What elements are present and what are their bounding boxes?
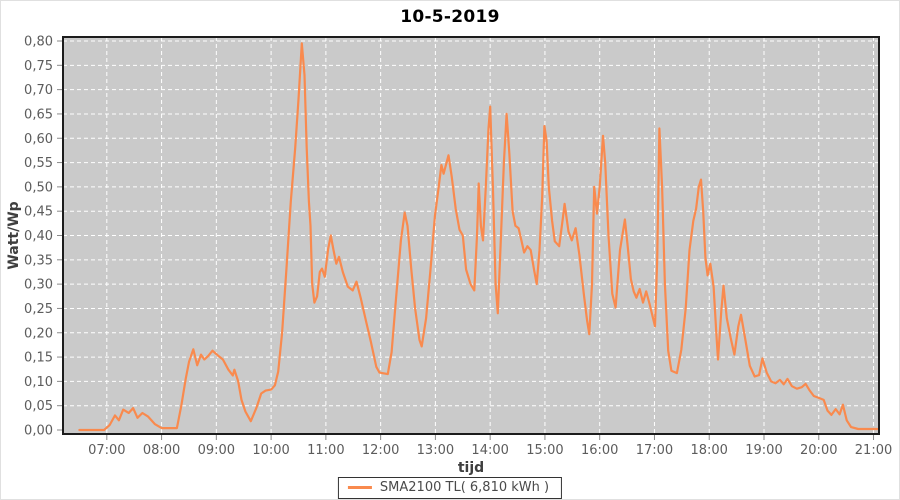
- y-tick-label: 0,65: [24, 107, 53, 122]
- y-tick-label: 0,45: [24, 205, 53, 220]
- x-tick-label: 11:00: [307, 443, 344, 458]
- x-tick-label: 12:00: [362, 443, 399, 458]
- y-tick-label: 0,50: [24, 180, 53, 195]
- y-tick-label: 0,00: [24, 424, 53, 439]
- x-tick-label: 15:00: [526, 443, 563, 458]
- y-tick-label: 0,70: [24, 83, 53, 98]
- x-tick-label: 13:00: [417, 443, 454, 458]
- series-line: [78, 42, 879, 432]
- x-axis-title: tijd: [458, 460, 484, 475]
- x-tick-label: 08:00: [143, 443, 180, 458]
- y-tick-label: 0,20: [24, 326, 53, 341]
- legend-series-label: SMA2100 TL( 6,810 kWh ): [379, 480, 550, 495]
- x-tick-label: 21:00: [855, 443, 892, 458]
- y-tick-label: 0,15: [24, 351, 53, 366]
- x-tick-label: 18:00: [690, 443, 727, 458]
- legend-series-swatch: [347, 486, 372, 489]
- x-tick-label: 20:00: [800, 443, 837, 458]
- y-tick-label: 0,60: [24, 132, 53, 147]
- y-tick-label: 0,10: [24, 375, 53, 390]
- y-tick-label: 0,55: [24, 156, 53, 171]
- x-tick-label: 19:00: [745, 443, 782, 458]
- x-tick-label: 17:00: [636, 443, 673, 458]
- x-tick-label: 07:00: [88, 443, 125, 458]
- legend: SMA2100 TL( 6,810 kWh ): [337, 477, 563, 499]
- y-tick-label: 0,05: [24, 399, 53, 414]
- y-tick-label: 0,35: [24, 253, 53, 268]
- y-tick-label: 0,25: [24, 302, 53, 317]
- x-tick-label: 16:00: [581, 443, 618, 458]
- x-tick-label: 09:00: [198, 443, 235, 458]
- y-tick-label: 0,30: [24, 278, 53, 293]
- x-tick-label: 14:00: [471, 443, 508, 458]
- y-axis-title: Watt/Wp: [6, 201, 22, 269]
- plot-border: [62, 36, 880, 435]
- y-tick-label: 0,75: [24, 59, 53, 74]
- chart-title: 10-5-2019: [400, 7, 500, 27]
- chart-canvas: 07:00 08:00 09:00 10:00 11:00 12:00 13:00 14:00…: [6, 35, 892, 476]
- y-tick-label: 0,40: [24, 229, 53, 244]
- x-tick-label: 10:00: [252, 443, 289, 458]
- y-tick-label: 0,80: [24, 35, 53, 50]
